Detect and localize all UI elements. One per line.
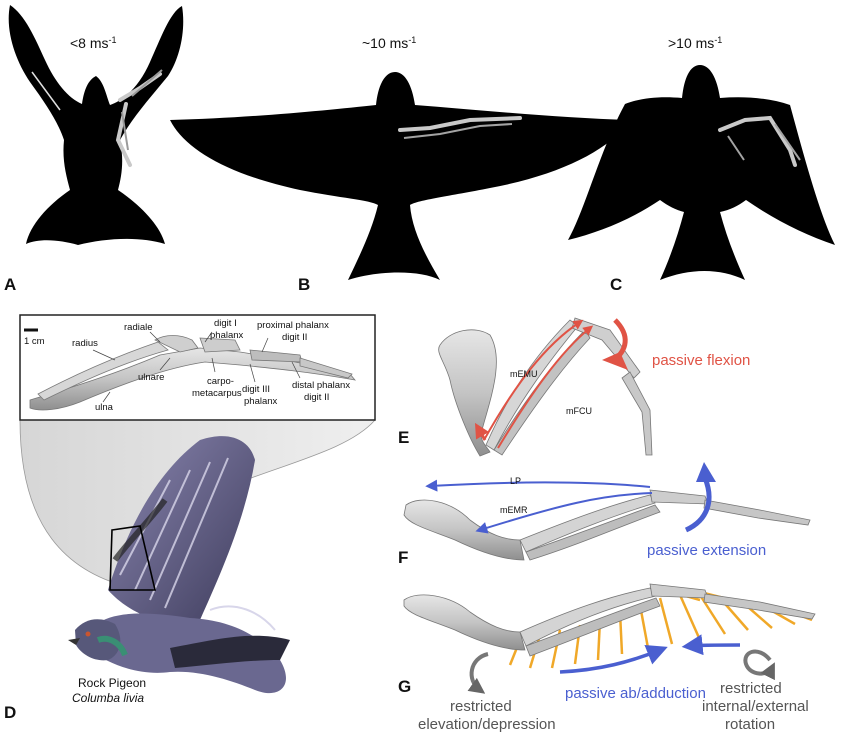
skeleton-leader-lines	[92, 331, 301, 403]
label-digit-i: digit I	[214, 318, 237, 329]
label-passive-extension: passive extension	[647, 542, 766, 559]
panel-e-letter: E	[398, 428, 409, 447]
restricted-rotation-icon	[743, 649, 775, 681]
pigeon-photo	[68, 436, 290, 694]
panel-g-skeleton	[403, 583, 816, 657]
panel-e-skeleton	[438, 317, 653, 457]
label-ulna: ulna	[95, 402, 114, 413]
skeleton-wing	[29, 335, 357, 411]
panel-f-skeleton	[403, 489, 811, 561]
panel-g-letter: G	[398, 677, 411, 696]
label-ulnare: ulnare	[138, 372, 164, 383]
panel-f-muscles	[425, 479, 653, 534]
skeleton-inset-marker	[109, 525, 157, 591]
passive-flexion-arrow	[602, 318, 628, 370]
panel-a-speed-value: <8 ms	[70, 35, 109, 51]
label-radius: radius	[72, 338, 98, 349]
label-memu: mEMU	[510, 369, 538, 379]
label-lp: LP	[510, 476, 521, 486]
panel-c-letter: C	[610, 275, 622, 294]
label-distal-phalanx: distal phalanx	[292, 380, 350, 391]
panel-c-speed-exp: -1	[714, 35, 722, 45]
label-memr: mEMR	[500, 505, 528, 515]
skeleton-labels: radius radiale digit I phalanx proximal …	[72, 318, 350, 413]
label-rotation: rotation	[725, 716, 775, 733]
label-mfcu: mFCU	[566, 406, 592, 416]
label-metacarpus: metacarpus	[192, 388, 242, 399]
panel-a-speed-exp: -1	[109, 35, 117, 45]
label-digit-i-phalanx: phalanx	[210, 330, 244, 341]
panel-a-letter: A	[4, 275, 16, 294]
passive-ab-adduction-arrow	[559, 634, 741, 674]
label-digit-iii-phalanx: phalanx	[244, 396, 278, 407]
panel-a-silhouette	[8, 5, 184, 245]
label-elevation-depression: elevation/depression	[418, 716, 556, 733]
panel-b-speed-value: ~10 ms	[362, 35, 408, 51]
label-carpo: carpo-	[207, 376, 234, 387]
panel-b-letter: B	[298, 275, 310, 294]
label-restricted-right: restricted	[720, 680, 782, 697]
label-passive-ab-adduction: passive ab/adduction	[565, 685, 706, 702]
panel-b-speed-exp: -1	[408, 35, 416, 45]
label-radiale: radiale	[124, 322, 153, 333]
panel-c-silhouette	[568, 65, 835, 280]
label-restricted-left: restricted	[450, 698, 512, 715]
panel-c-speed-value: >10 ms	[668, 35, 714, 51]
panel-b-silhouette	[170, 72, 630, 280]
label-proximal-phalanx: proximal phalanx	[257, 320, 329, 331]
panel-e-muscles	[474, 319, 594, 449]
species-latin-name: Columba livia	[72, 691, 144, 705]
label-distal-digit-ii: digit II	[304, 392, 329, 403]
scale-bar: 1 cm	[24, 328, 45, 347]
panel-b-speed: ~10 ms-1	[362, 35, 416, 51]
panel-c-speed: >10 ms-1	[668, 35, 722, 51]
restricted-elevation-icon	[467, 652, 489, 694]
panel-d-letter: D	[4, 703, 16, 722]
panel-a-speed: <8 ms-1	[70, 35, 117, 51]
label-passive-flexion: passive flexion	[652, 352, 750, 369]
label-internal-external: internal/external	[702, 698, 809, 715]
label-digit-iii: digit III	[242, 384, 270, 395]
panel-f-letter: F	[398, 548, 408, 567]
passive-extension-arrow	[684, 462, 716, 533]
species-common-name: Rock Pigeon	[78, 676, 146, 690]
scale-label: 1 cm	[24, 336, 45, 347]
label-proximal-digit-ii: digit II	[282, 332, 307, 343]
